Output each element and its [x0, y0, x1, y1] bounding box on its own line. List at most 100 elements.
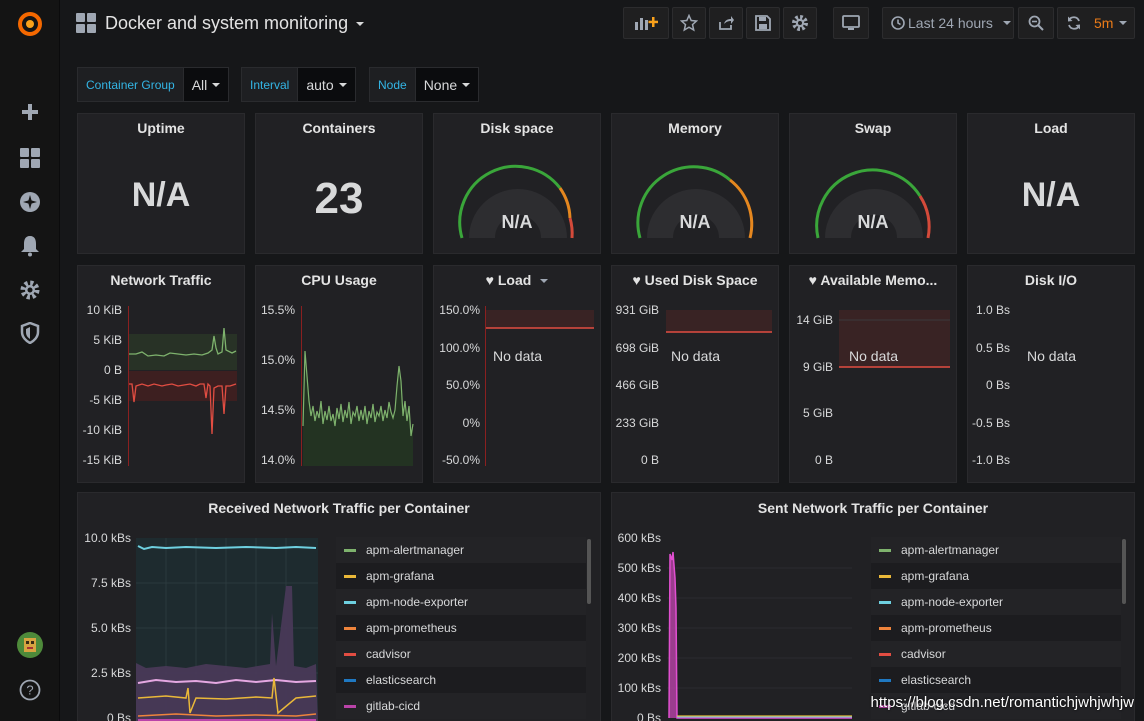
user-avatar[interactable]	[17, 632, 43, 658]
legend-item[interactable]: cadvisor	[871, 641, 1121, 667]
gear-icon	[792, 15, 808, 31]
time-picker-button[interactable]: Last 24 hours	[882, 7, 1014, 39]
add-panel-button[interactable]	[623, 7, 669, 39]
variable-select-node[interactable]: None	[415, 67, 480, 102]
y-tick: 2.5 kBs	[90, 666, 131, 680]
legend-item[interactable]: apm-prometheus	[871, 615, 1121, 641]
refresh-interval-label: 5m	[1094, 15, 1114, 31]
gear-icon[interactable]	[18, 278, 42, 302]
panel-disk-space[interactable]: Disk space N/A	[433, 113, 601, 254]
legend-swatch	[879, 600, 891, 604]
panel-sent-network-traffic[interactable]: Sent Network Traffic per Container 600 k…	[611, 492, 1135, 721]
legend-item[interactable]: apm-alertmanager	[871, 537, 1121, 563]
y-tick: 100.0%	[439, 341, 480, 355]
explore-icon[interactable]	[18, 190, 42, 214]
y-tick: 233 GiB	[615, 416, 659, 430]
panel-title: CPU Usage	[301, 272, 377, 288]
refresh-button[interactable]: 5m	[1057, 7, 1135, 39]
y-tick: 0 Bs	[106, 711, 131, 721]
legend-item[interactable]: elasticsearch	[871, 667, 1121, 693]
legend-label: apm-node-exporter	[366, 595, 469, 609]
panel-title-used-disk: ♥ Used Disk Space	[612, 272, 778, 288]
panel-title-text: Load	[497, 272, 532, 288]
monitor-icon	[842, 15, 860, 30]
panel-swap[interactable]: Swap N/A	[789, 113, 957, 254]
legend-item[interactable]: gitlab-cicd	[336, 693, 586, 719]
settings-button[interactable]	[783, 7, 817, 39]
top-navbar: Docker and system monitoring Last 24 hou…	[60, 0, 1144, 50]
stat-value: N/A	[1021, 176, 1081, 214]
panel-title: Containers	[302, 120, 376, 136]
gauge-value: N/A	[501, 212, 533, 232]
legend-item[interactable]: apm-alertmanager	[336, 537, 586, 563]
legend-item[interactable]: apm-grafana	[336, 563, 586, 589]
legend-item[interactable]: cadvisor	[336, 641, 586, 667]
legend-label: cadvisor	[901, 647, 946, 661]
help-icon[interactable]: ?	[18, 678, 42, 702]
panel-disk-io[interactable]: Disk I/O 1.0 Bs 0.5 Bs 0 Bs -0.5 Bs -1.0…	[967, 265, 1135, 483]
y-tick: 1.0 Bs	[975, 303, 1010, 317]
panel-used-disk-space[interactable]: ♥ Used Disk Space 931 GiB 698 GiB 466 Gi…	[611, 265, 779, 483]
panel-available-memory[interactable]: ♥ Available Memo... 14 GiB 9 GiB 5 GiB 0…	[789, 265, 957, 483]
chevron-down-icon	[462, 82, 471, 87]
shield-icon[interactable]	[18, 321, 42, 345]
variable-value: All	[191, 76, 208, 93]
chevron-down-icon	[338, 82, 347, 87]
grafana-logo-icon[interactable]	[16, 10, 44, 38]
alert-bell-icon[interactable]	[18, 234, 42, 258]
panel-network-traffic[interactable]: Network Traffic 10 KiB 5 KiB 0 B -5 KiB …	[77, 265, 245, 483]
time-range-label: Last 24 hours	[908, 15, 993, 31]
panel-title: Uptime	[137, 120, 185, 136]
share-button[interactable]	[709, 7, 743, 39]
variable-interval: Interval auto	[241, 67, 356, 102]
panel-load-graph[interactable]: ♥ Load 150.0% 100.0% 50.0% 0% -50.0% No …	[433, 265, 601, 483]
gauge	[815, 168, 931, 239]
panel-title: Received Network Traffic per Container	[208, 500, 470, 516]
legend-swatch	[344, 600, 356, 604]
dashboard-title-picker[interactable]: Docker and system monitoring	[105, 13, 365, 34]
sent-traffic-graph	[667, 551, 852, 719]
panel-cpu-usage[interactable]: CPU Usage 15.5% 15.0% 14.5% 14.0%	[255, 265, 423, 483]
panel-uptime[interactable]: Uptime N/A	[77, 113, 245, 254]
no-data-label: No data	[1027, 348, 1077, 364]
variable-select-container-group[interactable]: All	[183, 67, 230, 102]
y-tick: 698 GiB	[615, 341, 659, 355]
heart-icon: ♥	[808, 272, 817, 288]
star-button[interactable]	[672, 7, 706, 39]
view-mode-button[interactable]	[833, 7, 869, 39]
panel-title-load[interactable]: ♥ Load	[434, 272, 600, 288]
zoom-out-button[interactable]	[1018, 7, 1054, 39]
save-button[interactable]	[746, 7, 780, 39]
legend-item[interactable]: elasticsearch	[336, 667, 586, 693]
legend-scrollbar[interactable]	[1122, 539, 1126, 604]
legend-item[interactable]: apm-grafana	[871, 563, 1121, 589]
panel-load-stat[interactable]: Load N/A	[967, 113, 1135, 254]
gauge-value: N/A	[857, 212, 889, 232]
legend-item[interactable]: gitlab-cicd	[871, 693, 1121, 719]
heart-icon: ♥	[485, 272, 494, 288]
sidebar: ?	[0, 0, 60, 721]
panel-memory[interactable]: Memory N/A	[611, 113, 779, 254]
y-tick: 0.5 Bs	[975, 341, 1010, 355]
legend-item[interactable]: apm-prometheus	[336, 615, 586, 641]
legend-item[interactable]: apm-node-exporter	[336, 589, 586, 615]
add-panel-icon	[635, 17, 658, 30]
legend-item[interactable]: apm-node-exporter	[871, 589, 1121, 615]
plus-icon[interactable]	[18, 100, 42, 124]
legend-swatch	[879, 574, 891, 578]
panel-containers[interactable]: Containers 23	[255, 113, 423, 254]
chevron-down-icon	[1002, 21, 1011, 25]
legend-scrollbar[interactable]	[587, 539, 591, 604]
dashboards-icon[interactable]	[18, 146, 42, 170]
panel-received-network-traffic[interactable]: Received Network Traffic per Container 1…	[77, 492, 601, 721]
no-data-label: No data	[849, 348, 899, 364]
y-tick: 300 kBs	[617, 621, 661, 635]
panel-title: Load	[1034, 120, 1068, 136]
legend-swatch	[344, 704, 356, 708]
y-tick: 466 GiB	[615, 378, 659, 392]
variable-label: Container Group	[77, 67, 184, 102]
y-tick: 0 B	[103, 363, 122, 377]
legend-swatch	[879, 652, 891, 656]
legend-label: apm-grafana	[901, 569, 970, 583]
variable-select-interval[interactable]: auto	[298, 67, 356, 102]
